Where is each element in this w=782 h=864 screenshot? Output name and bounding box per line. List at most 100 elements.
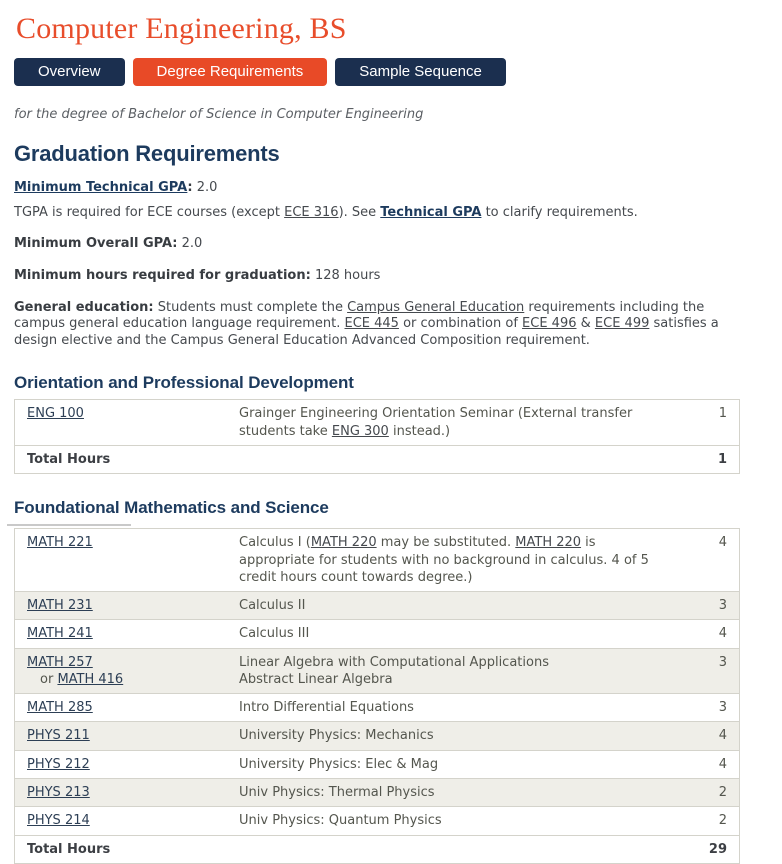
course-title-cell: University Physics: Mechanics [227,721,677,751]
course-table-orientation: ENG 100 Grainger Engineering Orientation … [14,399,740,475]
link-math-241[interactable]: MATH 241 [27,626,93,642]
course-code-cell: MATH 257 or MATH 416 [14,647,227,694]
text-segment: or combination of [398,316,523,332]
text-segment: or [40,671,58,687]
course-code-cell: MATH 221 [15,529,228,592]
text-segment: Linear Algebra with Computational Applic… [239,654,549,670]
course-code-cell: MATH 231 [14,591,227,620]
text-segment: instead.) [388,423,451,439]
text-segment: General education: [14,299,154,315]
link-math-221[interactable]: MATH 221 [27,535,93,551]
course-title-cell: Calculus III [227,619,677,649]
general-education-note: General education: Students must complet… [14,300,740,350]
course-code: MATH 231 [27,597,215,614]
link-phys-213[interactable]: PHYS 213 [27,785,90,801]
link-ece-496[interactable]: ECE 496 [522,316,577,332]
course-row: ENG 100 Grainger Engineering Orientation … [15,400,740,446]
text-segment: Calculus III [239,626,310,642]
text-segment: & [576,316,595,332]
course-row: MATH 257 or MATH 416 Linear Algebra with C… [14,647,740,694]
link-math-220[interactable]: MATH 220 [515,535,582,551]
total-hours-row: Total Hours 29 [14,834,740,864]
course-code-cell: PHYS 213 [14,778,227,807]
total-hours-value: 1 [677,444,740,474]
tab-overview[interactable]: Overview [14,58,125,86]
link-math-416[interactable]: MATH 416 [57,671,124,687]
section-heading-orientation: Orientation and Professional Development [14,373,354,393]
course-code-cell: PHYS 212 [14,749,227,779]
course-title: Univ Physics: Thermal Physics [239,784,665,801]
course-code-cell: PHYS 214 [14,806,227,836]
text-segment: Calculus II [239,598,306,614]
course-hours: 3 [677,647,740,694]
link-math-257[interactable]: MATH 257 [27,654,93,670]
course-title: Univ Physics: Quantum Physics [239,812,665,829]
text-segment: Univ Physics: Quantum Physics [239,813,442,829]
link-technical-gpa[interactable]: Technical GPA [380,204,482,220]
course-code-cell: MATH 241 [14,619,227,649]
degree-subtitle: for the degree of Bachelor of Science in… [14,107,424,122]
heading-divider [7,524,131,527]
link-eng-100[interactable]: ENG 100 [27,406,84,422]
graduation-paragraphs: Minimum Technical GPA: 2.0 TGPA is requi… [14,180,740,349]
course-code: ENG 100 [27,405,215,422]
page-title: Computer Engineering, BS [16,12,347,45]
text-segment: ). See [338,204,381,220]
min-overall-gpa: Minimum Overall GPA: 2.0 [14,236,740,253]
course-hours: 2 [677,778,740,807]
link-ece-316[interactable]: ECE 316 [284,204,339,220]
link-math-220[interactable]: MATH 220 [310,535,377,551]
link-ece-445[interactable]: ECE 445 [344,316,399,332]
tab-bar: Overview Degree Requirements Sample Sequen… [14,58,740,86]
section-foundational-math-science: Foundational Mathematics and Science MAT… [7,498,740,864]
course-title-cell: Intro Differential Equations [227,693,677,722]
course-hours: 4 [718,535,727,551]
course-code: MATH 241 [27,625,215,642]
course-title: University Physics: Elec & Mag [239,756,665,773]
link-phys-214[interactable]: PHYS 214 [27,813,90,829]
course-title: Linear Algebra with Computational Applic… [239,654,665,671]
link-campus-general-education[interactable]: Campus General Education [347,299,525,315]
text-segment: University Physics: Mechanics [239,728,434,744]
course-row: MATH 221 Calculus I (MATH 220 may be subs… [15,529,740,592]
course-hours: 3 [677,591,740,620]
text-segment: satisfies a design elective and the Camp… [14,316,719,348]
course-row: MATH 231 Calculus II 3 [14,591,740,620]
text-segment: 2.0 [192,180,218,195]
course-title-cell: Univ Physics: Quantum Physics [227,806,677,836]
link-ece-499[interactable]: ECE 499 [594,316,650,332]
course-row: PHYS 214 Univ Physics: Quantum Physics 2 [14,806,740,836]
course-row: PHYS 211 University Physics: Mechanics 4 [14,721,740,751]
total-hours-label: Total Hours [14,444,677,474]
course-title: Calculus I (MATH 220 may be substituted.… [239,534,665,586]
course-title: Calculus III [239,625,665,642]
link-math-285[interactable]: MATH 285 [27,700,93,716]
tab-sample-sequence[interactable]: Sample Sequence [335,58,506,86]
course-title-cell: Univ Physics: Thermal Physics [227,778,677,807]
link-math-231[interactable]: MATH 231 [27,598,93,614]
text-segment: requirements including the campus genera… [14,299,705,332]
course-title-cell: Grainger Engineering Orientation Seminar… [227,400,677,446]
graduation-requirements-heading: Graduation Requirements [14,141,280,166]
course-row: MATH 285 Intro Differential Equations 3 [14,693,740,722]
text-segment: Intro Differential Equations [239,700,414,716]
course-code: PHYS 214 [27,812,215,829]
total-hours-label: Total Hours [14,834,677,864]
text-segment: University Physics: Elec & Mag [239,756,439,772]
link-eng-300[interactable]: ENG 300 [331,423,389,439]
tab-degree-requirements[interactable]: Degree Requirements [132,58,328,86]
link-phys-211[interactable]: PHYS 211 [27,728,90,744]
course-row: PHYS 213 Univ Physics: Thermal Physics 2 [14,778,740,807]
course-title-cell: Linear Algebra with Computational Applic… [227,647,677,694]
course-row: PHYS 212 University Physics: Elec & Mag 4 [14,749,740,779]
text-segment: : [187,180,193,195]
link-phys-212[interactable]: PHYS 212 [27,756,90,772]
text-segment: Minimum hours required for graduation: [14,267,311,283]
text-segment: to clarify requirements. [481,204,638,220]
course-row: MATH 241 Calculus III 4 [14,619,740,649]
course-code: MATH 257 [27,654,215,671]
course-title: Calculus II [239,597,665,614]
link-minimum-technical-gpa[interactable]: Minimum Technical GPA [14,180,188,195]
course-title-cell: Calculus II [227,591,677,620]
course-hours: 2 [677,806,740,836]
